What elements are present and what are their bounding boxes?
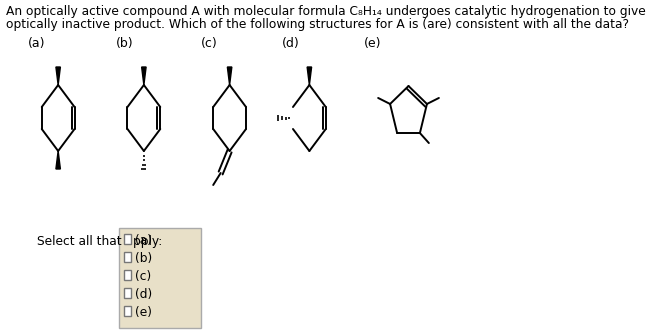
Text: (c): (c) <box>135 270 151 283</box>
Text: Select all that apply:: Select all that apply: <box>37 235 163 248</box>
Text: (e): (e) <box>364 37 381 50</box>
Bar <box>124 252 131 262</box>
Bar <box>124 270 131 280</box>
Text: (d): (d) <box>282 37 300 50</box>
Polygon shape <box>307 67 311 85</box>
Bar <box>124 306 131 316</box>
Bar <box>124 288 131 298</box>
Text: (c): (c) <box>202 37 218 50</box>
Text: (e): (e) <box>135 306 152 319</box>
Bar <box>120 228 202 328</box>
Text: optically inactive product. Which of the following structures for A is (are) con: optically inactive product. Which of the… <box>6 18 629 31</box>
Bar <box>124 234 131 244</box>
Text: (a): (a) <box>28 37 46 50</box>
Polygon shape <box>141 67 146 85</box>
Text: (b): (b) <box>116 37 133 50</box>
Text: (b): (b) <box>135 252 152 265</box>
Polygon shape <box>56 151 60 169</box>
Polygon shape <box>56 67 60 85</box>
Text: An optically active compound A with molecular formula C₈H₁₄ undergoes catalytic : An optically active compound A with mole… <box>6 5 646 18</box>
Text: (d): (d) <box>135 288 152 301</box>
Text: (a): (a) <box>135 234 152 247</box>
Polygon shape <box>227 67 232 85</box>
